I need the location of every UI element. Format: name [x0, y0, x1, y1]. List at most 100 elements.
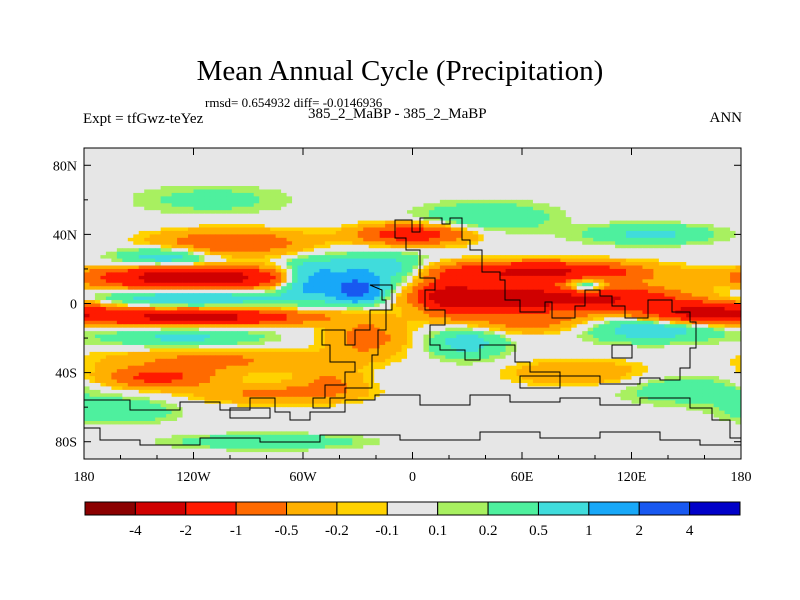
field-cell [264, 258, 271, 263]
field-cell [713, 265, 720, 270]
field-cell [560, 237, 567, 242]
field-cell [439, 154, 446, 159]
field-cell [319, 262, 326, 266]
field-cell [215, 172, 222, 177]
field-cell [587, 199, 594, 204]
field-cell [209, 186, 216, 190]
field-cell [615, 206, 621, 211]
field-cell [417, 175, 424, 180]
field-cell [171, 154, 178, 159]
field-cell [253, 251, 260, 256]
field-cell [363, 199, 370, 204]
field-cell [242, 210, 249, 215]
field-cell [653, 272, 660, 277]
field-cell [166, 234, 172, 239]
field-cell [292, 224, 298, 228]
field-cell [445, 275, 452, 280]
field-cell [478, 154, 485, 159]
field-cell [691, 272, 698, 277]
field-cell [407, 154, 413, 159]
field-cell [631, 217, 638, 221]
field-cell [226, 182, 233, 187]
field-cell [116, 224, 123, 228]
field-cell [735, 282, 742, 287]
field-cell [127, 227, 134, 232]
field-cell [456, 175, 463, 180]
field-cell [664, 230, 671, 235]
field-cell [242, 203, 249, 208]
field-cell [680, 196, 687, 201]
field-cell [724, 182, 731, 187]
field-cell [133, 275, 140, 280]
field-cell [631, 199, 638, 204]
field-cell [259, 244, 266, 249]
field-cell [439, 175, 446, 180]
field-cell [264, 154, 271, 159]
field-cell [188, 272, 194, 277]
field-cell [554, 241, 561, 246]
field-cell [204, 151, 211, 156]
field-cell [554, 268, 561, 273]
field-cell [571, 262, 578, 266]
field-cell [724, 275, 731, 280]
field-cell [396, 203, 402, 208]
field-cell [494, 175, 501, 180]
field-cell [587, 168, 594, 173]
field-cell [144, 275, 151, 280]
field-cell [456, 189, 463, 194]
field-cell [461, 148, 468, 152]
field-cell [368, 203, 375, 208]
field-cell [385, 220, 392, 225]
field-cell [647, 230, 654, 235]
field-cell [401, 179, 408, 183]
field-cell [220, 165, 227, 170]
field-cell [111, 244, 118, 249]
field-cell [472, 258, 479, 263]
field-cell [374, 251, 381, 256]
field-cell [144, 220, 151, 225]
field-cell [631, 230, 638, 235]
field-cell [494, 234, 501, 239]
field-cell [571, 237, 578, 242]
field-cell [248, 196, 255, 201]
field-cell [636, 182, 643, 187]
field-cell [730, 230, 736, 235]
field-cell [576, 244, 583, 249]
field-cell [428, 206, 435, 211]
field-cell [407, 206, 413, 211]
field-cell [215, 186, 222, 190]
field-cell [571, 265, 578, 270]
field-cell [319, 175, 326, 180]
field-cell [472, 148, 479, 152]
field-cell [242, 192, 249, 197]
field-cell [368, 286, 375, 291]
field-cell [467, 213, 474, 218]
field-cell [160, 189, 167, 194]
field-cell [116, 220, 123, 225]
field-cell [582, 241, 589, 246]
field-cell [456, 258, 463, 263]
field-cell [543, 161, 550, 166]
field-cell [385, 203, 392, 208]
field-cell [434, 186, 441, 190]
field-cell [615, 241, 621, 246]
field-cell [456, 262, 463, 266]
field-cell [653, 258, 660, 263]
field-cell [478, 165, 485, 170]
field-cell [598, 189, 605, 194]
field-cell [702, 272, 709, 277]
field-cell [220, 151, 227, 156]
field-cell [511, 234, 517, 239]
field-cell [626, 203, 632, 208]
field-cell [275, 286, 282, 291]
field-cell [511, 192, 517, 197]
field-cell [226, 279, 233, 284]
field-cell [636, 237, 643, 242]
field-cell [735, 206, 742, 211]
field-cell [352, 175, 359, 180]
field-cell [390, 175, 397, 180]
field-cell [538, 282, 545, 287]
field-cell [292, 279, 298, 284]
field-cell [527, 182, 534, 187]
field-cell [680, 154, 687, 159]
